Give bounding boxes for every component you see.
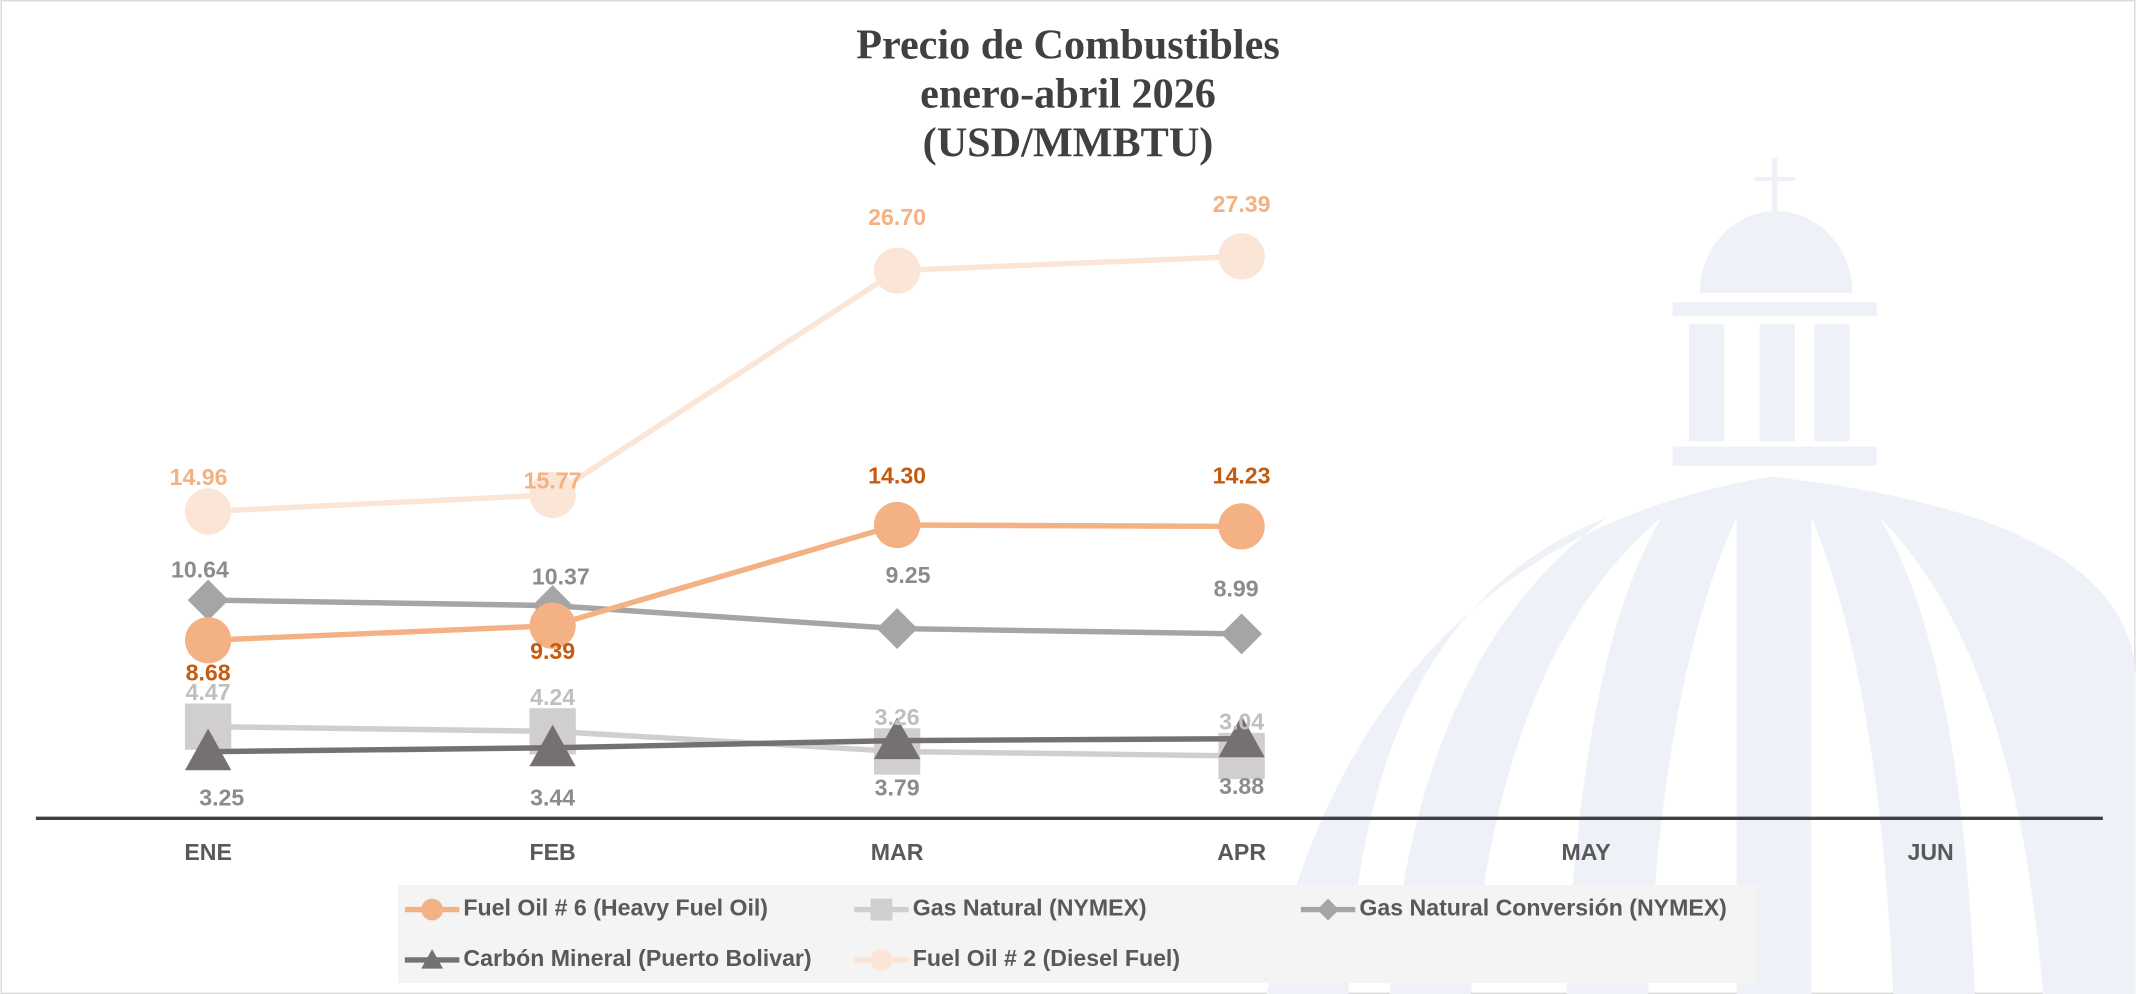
- data-label: 3.04: [1219, 708, 1264, 734]
- marker: [874, 247, 920, 293]
- data-label: 8.99: [1214, 575, 1259, 601]
- data-label: 4.47: [186, 679, 231, 705]
- data-label: 10.64: [171, 557, 229, 583]
- data-label: 3.88: [1219, 773, 1264, 799]
- x-tick-label: MAR: [871, 839, 924, 865]
- x-tick-label: FEB: [529, 839, 575, 865]
- chart-title: enero-abril 2026: [920, 71, 1216, 118]
- marker: [1218, 233, 1264, 279]
- marker: [874, 502, 920, 548]
- legend-label: Gas Natural (NYMEX): [913, 895, 1147, 921]
- data-label: 14.96: [170, 464, 228, 490]
- data-label: 15.77: [524, 468, 582, 494]
- data-label: 3.79: [875, 775, 920, 801]
- marker: [871, 949, 893, 971]
- data-label: 14.23: [1213, 463, 1271, 489]
- data-label: 3.44: [530, 785, 575, 811]
- data-label: 9.39: [530, 638, 575, 664]
- chart-title: (USD/MMBTU): [923, 120, 1214, 167]
- marker: [185, 617, 231, 663]
- x-tick-label: APR: [1217, 839, 1266, 865]
- marker: [185, 488, 231, 534]
- data-label: 26.70: [868, 204, 926, 230]
- data-label: 3.25: [199, 784, 244, 810]
- x-tick-label: JUN: [1907, 839, 1953, 865]
- marker: [871, 899, 893, 921]
- legend-label: Fuel Oil # 6 (Heavy Fuel Oil): [463, 895, 768, 921]
- chart-title: Precio de Combustibles: [856, 22, 1280, 69]
- marker: [421, 899, 443, 921]
- marker: [1218, 503, 1264, 549]
- legend-label: Gas Natural Conversión (NYMEX): [1359, 895, 1727, 921]
- chart: Precio de Combustibles enero-abril 2026 …: [0, 0, 2136, 994]
- data-label: 3.26: [875, 704, 920, 730]
- data-label: 27.39: [1213, 191, 1271, 217]
- data-label: 9.25: [885, 562, 930, 588]
- x-tick-label: ENE: [184, 839, 232, 865]
- legend-label: Fuel Oil # 2 (Diesel Fuel): [913, 945, 1180, 971]
- x-tick-label: MAY: [1561, 839, 1611, 865]
- data-label: 10.37: [532, 563, 590, 589]
- data-label: 14.30: [868, 462, 926, 488]
- legend-label: Carbón Mineral (Puerto Bolivar): [463, 945, 811, 971]
- data-label: 4.24: [530, 684, 575, 710]
